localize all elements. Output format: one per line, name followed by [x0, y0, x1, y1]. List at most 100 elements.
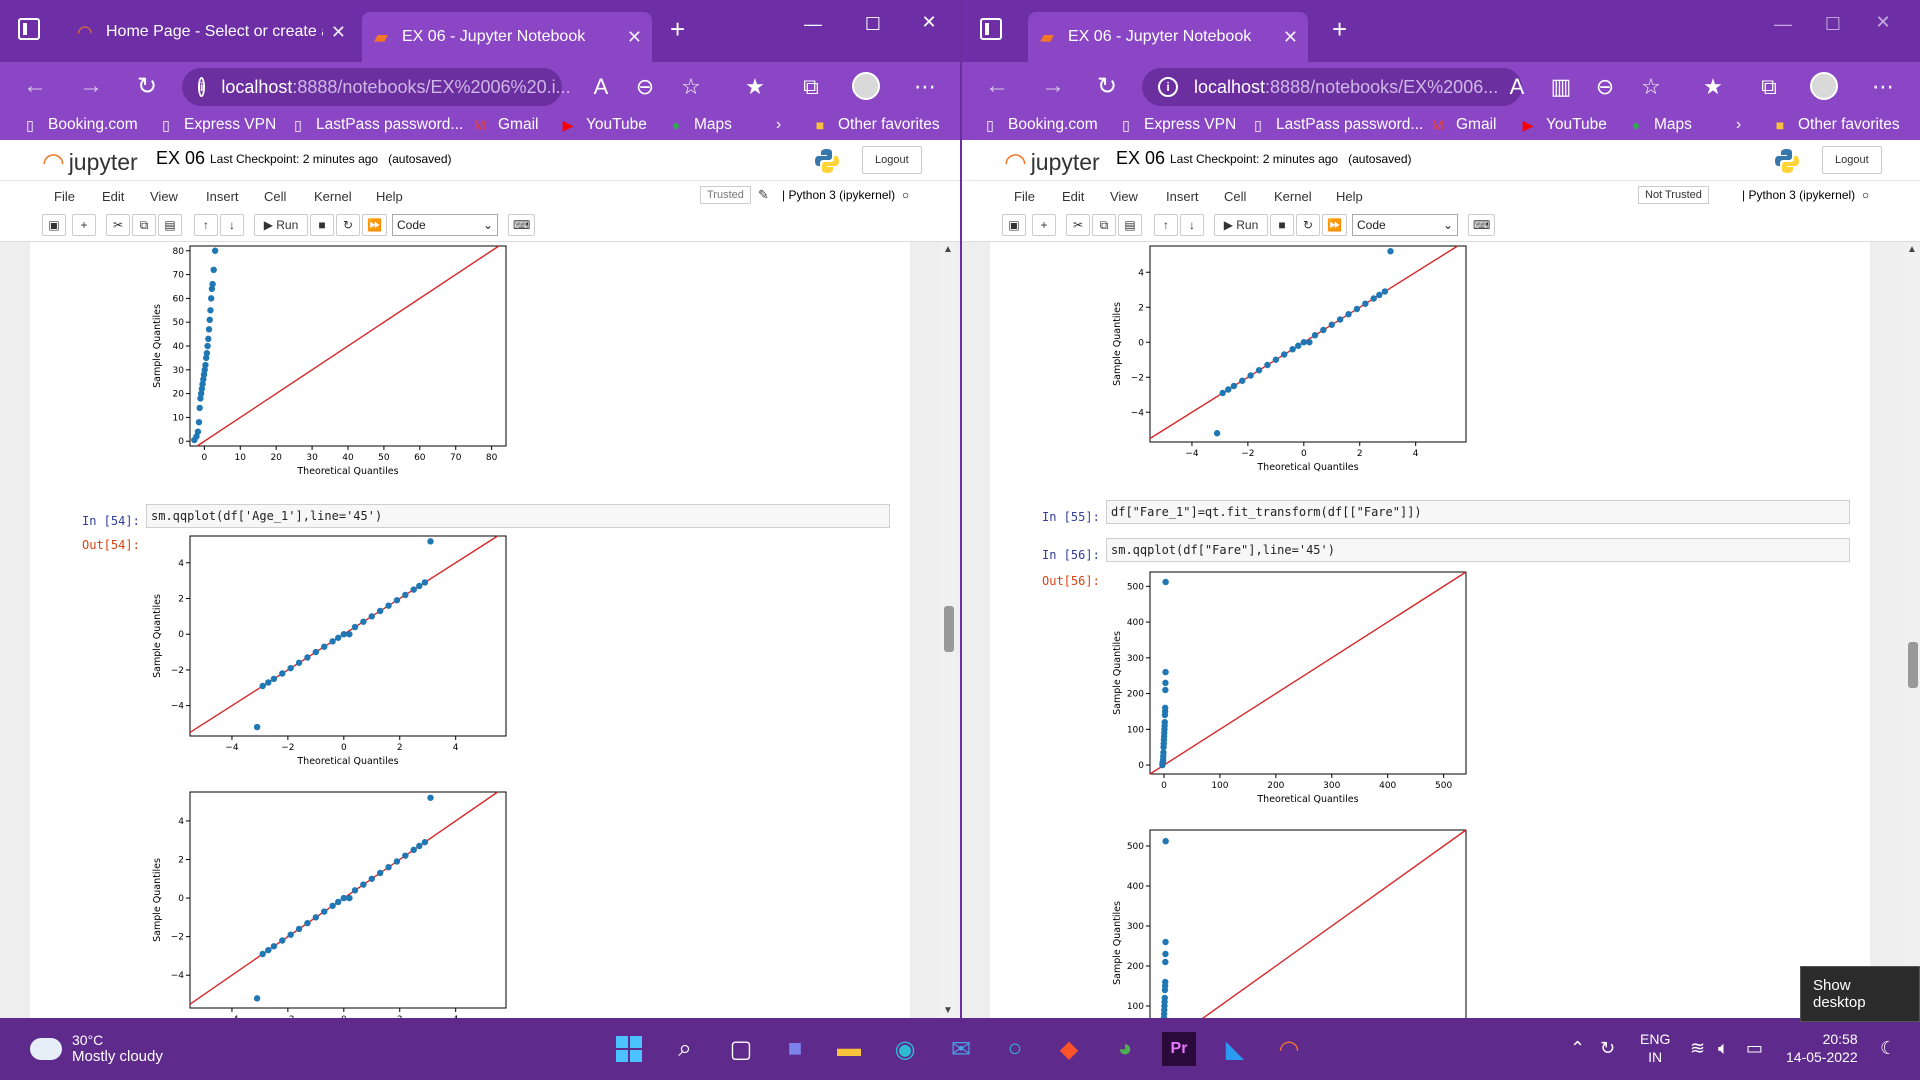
tab-home-page[interactable]: ◠ Home Page - Select or create a n ✕: [66, 12, 356, 52]
menu-edit[interactable]: Edit: [1062, 189, 1085, 204]
restart-icon[interactable]: ↻: [1296, 214, 1320, 236]
profile-avatar[interactable]: [1810, 72, 1838, 100]
menu-cell[interactable]: Cell: [1224, 189, 1247, 204]
bookmark-booking[interactable]: ▯ Booking.com: [22, 116, 137, 134]
url-field[interactable]: i localhost:8888/notebooks/EX%2006%20.i.…: [182, 68, 571, 106]
copy-icon[interactable]: ⧉: [1092, 214, 1116, 236]
bookmark-express-vpn[interactable]: ▯ Express VPN: [1118, 116, 1236, 134]
scroll-up-icon[interactable]: ▲: [1907, 244, 1917, 255]
menu-edit[interactable]: Edit: [102, 189, 125, 204]
start-icon[interactable]: [612, 1032, 646, 1066]
bookmark-lastpass[interactable]: ▯ LastPass password...: [1250, 116, 1423, 134]
keyboard-icon[interactable]: ⌨: [508, 214, 536, 236]
cut-icon[interactable]: ✂: [106, 214, 130, 236]
zoom-icon[interactable]: ⊖: [1595, 74, 1615, 99]
run-button[interactable]: ▶ Run: [1214, 214, 1268, 236]
menu-kernel[interactable]: Kernel: [314, 189, 352, 204]
insert-cell-icon[interactable]: +: [1032, 214, 1056, 236]
save-icon[interactable]: ▣: [42, 214, 66, 236]
battery-icon[interactable]: ▭: [1746, 1038, 1764, 1058]
cortana-icon[interactable]: ○: [1007, 1035, 1023, 1062]
edit-pencil-icon[interactable]: ✎: [758, 187, 769, 202]
bookmark-gmail[interactable]: M Gmail: [1430, 116, 1496, 134]
scrollbar-thumb[interactable]: [1908, 642, 1918, 688]
menu-insert[interactable]: Insert: [206, 189, 239, 204]
other-favorites[interactable]: ■ Other favorites: [812, 116, 940, 134]
menu-kernel[interactable]: Kernel: [1274, 189, 1312, 204]
teams-chat-icon[interactable]: ■: [787, 1035, 803, 1062]
scroll-up-icon[interactable]: ▲: [943, 244, 953, 255]
tab-ex06[interactable]: ▰ EX 06 - Jupyter Notebook ✕: [1028, 12, 1308, 62]
read-aloud-icon[interactable]: A: [1509, 74, 1525, 99]
tab-actions-icon[interactable]: [980, 18, 1002, 40]
close-tab-icon[interactable]: ✕: [626, 26, 642, 47]
forward-arrow-icon[interactable]: →: [79, 72, 103, 99]
bookmark-gmail[interactable]: M Gmail: [472, 116, 538, 134]
minimize-icon[interactable]: —: [804, 14, 822, 34]
jupyter-logo[interactable]: ◠ jupyter: [1004, 147, 1100, 178]
file-explorer-icon[interactable]: ▬: [837, 1035, 861, 1062]
trusted-indicator[interactable]: Not Trusted: [1638, 186, 1709, 204]
close-window-icon[interactable]: ✕: [1875, 12, 1891, 32]
more-icon[interactable]: ⋯: [1872, 74, 1894, 99]
mail-icon[interactable]: ✉: [950, 1035, 972, 1063]
volume-icon[interactable]: 🔈︎: [1718, 1038, 1729, 1058]
move-down-icon[interactable]: ↓: [1180, 214, 1204, 236]
menu-view[interactable]: View: [1110, 189, 1138, 204]
tab-ex06[interactable]: ▰ EX 06 - Jupyter Notebook ✕: [362, 12, 652, 62]
maximize-icon[interactable]: ☐: [1824, 14, 1842, 34]
bookmark-lastpass[interactable]: ▯ LastPass password...: [290, 116, 463, 134]
vscode-icon[interactable]: ◣: [1225, 1035, 1245, 1063]
tab-actions-icon[interactable]: [18, 18, 40, 40]
site-info-icon[interactable]: i: [198, 77, 206, 97]
reader-view-icon[interactable]: ▥: [1550, 74, 1572, 99]
new-tab-icon[interactable]: +: [1332, 14, 1348, 44]
menu-file[interactable]: File: [54, 189, 75, 204]
back-arrow-icon[interactable]: ←: [23, 72, 47, 99]
edge-icon[interactable]: ◉: [894, 1035, 916, 1063]
menu-help[interactable]: Help: [376, 189, 403, 204]
bookmark-youtube[interactable]: ▶ YouTube: [560, 116, 647, 134]
close-tab-icon[interactable]: ✕: [1282, 26, 1298, 47]
maximize-icon[interactable]: ☐: [864, 14, 882, 34]
vertical-scrollbar[interactable]: ▲ ▼: [940, 242, 956, 1018]
add-favorite-icon[interactable]: ☆: [681, 74, 701, 99]
forward-arrow-icon[interactable]: →: [1041, 72, 1065, 99]
restart-run-all-icon[interactable]: ⏩: [362, 214, 387, 236]
refresh-icon[interactable]: ↻: [136, 73, 158, 100]
menu-insert[interactable]: Insert: [1166, 189, 1199, 204]
keyboard-icon[interactable]: ⌨: [1468, 214, 1496, 236]
close-tab-icon[interactable]: ✕: [330, 21, 346, 42]
bookmark-maps[interactable]: ● Maps: [668, 116, 732, 134]
add-favorite-icon[interactable]: ☆: [1641, 74, 1661, 99]
notebook-title[interactable]: EX 06: [1116, 148, 1166, 168]
menu-file[interactable]: File: [1014, 189, 1035, 204]
code-cell-54[interactable]: sm.qqplot(df['Age_1'],line='45'): [146, 504, 890, 528]
back-arrow-icon[interactable]: ←: [985, 72, 1009, 99]
chevron-up-icon[interactable]: ⌃: [1570, 1038, 1586, 1058]
cell-type-select[interactable]: Code ⌄: [1352, 214, 1458, 236]
trusted-indicator[interactable]: Trusted: [700, 186, 751, 204]
zoom-icon[interactable]: ⊖: [635, 74, 655, 99]
bookmark-youtube[interactable]: ▶ YouTube: [1520, 116, 1607, 134]
notifications-icon[interactable]: ☾: [1880, 1038, 1897, 1058]
scrollbar-thumb[interactable]: [944, 606, 954, 652]
clock[interactable]: 20:58 14-05-2022: [1786, 1030, 1858, 1066]
vertical-scrollbar[interactable]: ▲ ▼: [1904, 242, 1920, 1018]
paste-icon[interactable]: ▤: [1118, 214, 1142, 236]
favorites-icon[interactable]: ★: [1703, 74, 1723, 99]
logout-button[interactable]: Logout: [1822, 146, 1882, 174]
notebook-title[interactable]: EX 06: [156, 148, 206, 168]
restart-run-all-icon[interactable]: ⏩: [1322, 214, 1347, 236]
more-icon[interactable]: ⋯: [914, 74, 936, 99]
menu-cell[interactable]: Cell: [264, 189, 287, 204]
sync-icon[interactable]: ↻: [1600, 1038, 1616, 1058]
read-aloud-icon[interactable]: A: [593, 74, 609, 99]
bookmark-maps[interactable]: ● Maps: [1628, 116, 1692, 134]
search-icon[interactable]: ⌕: [678, 1035, 692, 1062]
code-cell-56[interactable]: sm.qqplot(df["Fare"],line='45'): [1106, 538, 1850, 562]
task-view-icon[interactable]: ▢: [729, 1035, 753, 1063]
scroll-down-icon[interactable]: ▼: [943, 1005, 953, 1016]
collections-icon[interactable]: ⧉: [1761, 74, 1777, 99]
menu-view[interactable]: View: [150, 189, 178, 204]
